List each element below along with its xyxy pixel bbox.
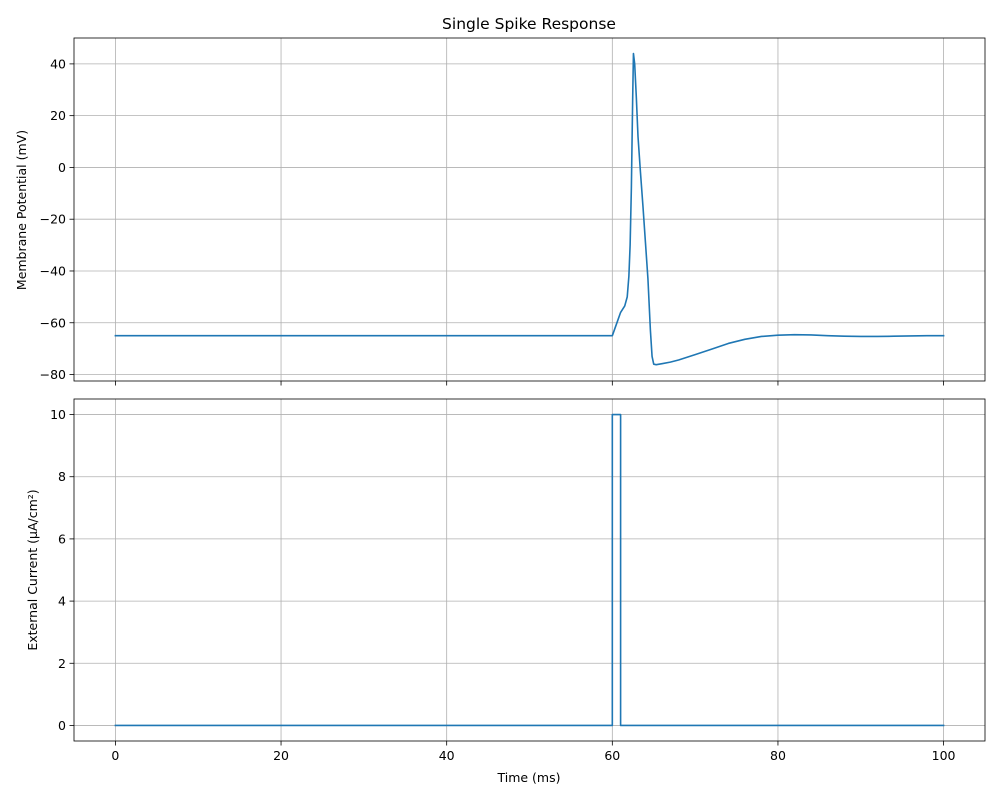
membrane-potential-y-axis-label: Membrane Potential (mV) [14,130,29,290]
membrane-potential-ticks: −80 −60 −40 −20 0 20 40 [40,56,944,386]
external-current-x-tick-label: 20 [273,748,289,763]
external-current-y-tick-label: 4 [58,594,66,609]
membrane-potential-y-tick-label: −80 [40,367,66,382]
external-current-y-tick-label: 10 [50,407,66,422]
external-current-x-tick-label: 100 [932,748,956,763]
external-current-y-tick-label: 0 [58,718,66,733]
membrane-potential-panel: Single Spike Response Membrane Potential… [14,15,986,386]
external-current-y-axis-label: External Current (µA/cm²) [25,489,40,650]
membrane-potential-series-line [114,52,945,366]
membrane-potential-y-tick-label: 0 [58,160,66,175]
external-current-x-tick-label: 60 [604,748,620,763]
external-current-axes-frame [73,398,986,742]
membrane-potential-y-tick-label: −20 [40,212,66,227]
membrane-potential-y-tick-label: −60 [40,315,66,330]
external-current-x-tick-label: 80 [770,748,786,763]
membrane-potential-y-tick-label: 40 [50,56,66,71]
external-current-x-tick-label: 40 [439,748,455,763]
external-current-x-tick-label: 0 [111,748,119,763]
external-current-y-tick-label: 2 [58,656,66,671]
external-current-panel: Time (ms) External Current (µA/cm²) 0 20 4… [25,398,986,785]
time-x-axis-label: Time (ms) [496,770,560,785]
membrane-potential-y-tick-label: 20 [50,108,66,123]
membrane-potential-axes-frame [73,37,986,382]
membrane-potential-y-tick-label: −40 [40,263,66,278]
membrane-potential-grid [74,38,985,381]
external-current-y-tick-label: 6 [58,531,66,546]
chart-title: Single Spike Response [442,15,616,33]
external-current-ticks: 0 20 40 60 80 100 0 2 4 6 8 10 [50,407,955,763]
external-current-y-tick-label: 8 [58,469,66,484]
external-current-series-line [114,413,945,727]
